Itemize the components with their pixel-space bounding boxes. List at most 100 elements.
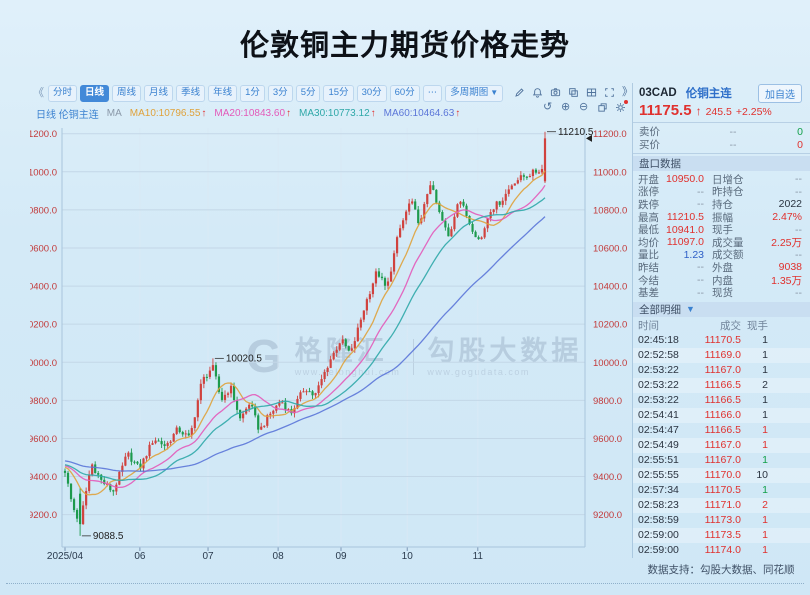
- legend-item: MA10:10796.55↑: [129, 108, 207, 119]
- stat-row: 量比 1.23 成交额 --: [638, 248, 802, 262]
- expand-right-icon[interactable]: 》: [622, 86, 633, 98]
- tab-多周期图[interactable]: 多周期图 ▼: [445, 85, 504, 102]
- stats-grid: 开盘 10950.0 日增仓 -- 涨停 -- 昨持仓 -- 跌停 -- 持仓 2022 最高 11210…: [633, 171, 810, 300]
- tab-日线[interactable]: 日线: [80, 85, 110, 102]
- quote-panel: 03CAD 伦铜主连 加自选 11175.5 ↑ 245.5 +2.25% 卖价…: [632, 83, 810, 558]
- svg-text:2025/04: 2025/04: [47, 551, 84, 562]
- quote-header: 03CAD 伦铜主连 加自选: [633, 83, 810, 103]
- price-up-arrow-icon: ↑: [695, 104, 702, 118]
- legend-item: MA30:10773.12↑: [299, 108, 376, 119]
- alert-icon[interactable]: [532, 87, 543, 98]
- svg-text:9400.0: 9400.0: [593, 472, 622, 483]
- ask-price: --: [729, 125, 737, 138]
- collapse-left-icon[interactable]: 《: [33, 86, 44, 99]
- trade-row: 02:55:55 11170.0 10: [633, 467, 810, 483]
- svg-text:11000.0: 11000.0: [30, 167, 57, 178]
- zoom-out-icon[interactable]: ⊖: [579, 101, 589, 113]
- tab-30分[interactable]: 30分: [356, 85, 387, 102]
- svg-text:9800.0: 9800.0: [593, 396, 622, 407]
- settings-icon[interactable]: [615, 100, 628, 113]
- tab-年线[interactable]: 年线: [208, 85, 238, 102]
- price-change: 245.5: [705, 106, 732, 118]
- trades-list: 02:45:18 11170.5 1 02:52:58 11169.0 1 02:53:22…: [633, 333, 810, 558]
- trade-row: 02:59:00 11173.5 1: [633, 527, 810, 543]
- svg-text:10400.0: 10400.0: [30, 282, 57, 293]
- svg-text:08: 08: [273, 551, 285, 562]
- tab-5分[interactable]: 5分: [295, 85, 321, 102]
- price-row: 11175.5 ↑ 245.5 +2.25%: [633, 102, 810, 123]
- candlestick-chart[interactable]: 2025/04 06 07 08 09 10 11 9200.0 9200.0 9400.0 940…: [30, 122, 632, 564]
- trade-row: 02:53:22 11167.0 1: [638, 364, 768, 377]
- candles: [63, 131, 547, 536]
- last-price: 11175.5: [639, 102, 692, 119]
- undo-icon[interactable]: ↺: [543, 101, 553, 113]
- tab-分时[interactable]: 分时: [48, 85, 78, 102]
- svg-text:10600.0: 10600.0: [593, 243, 627, 254]
- tab-15分[interactable]: 15分: [323, 85, 354, 102]
- tab-季线[interactable]: 季线: [176, 85, 206, 102]
- tab-1分[interactable]: 1分: [240, 85, 265, 102]
- watermark-divider: [413, 338, 415, 375]
- fullscreen-icon[interactable]: [604, 87, 615, 98]
- multi-screen-icon[interactable]: [586, 87, 597, 98]
- svg-text:9088.5: 9088.5: [93, 531, 124, 542]
- tab-3分[interactable]: 3分: [267, 85, 293, 102]
- svg-text:11200.0: 11200.0: [30, 129, 57, 140]
- ask-row: 卖价 -- 0: [633, 125, 810, 139]
- chart-legend: 日线 伦铜主连 MA MA10:10796.55↑ MA20:10843.60↑ M…: [36, 106, 460, 121]
- svg-text:10800.0: 10800.0: [30, 205, 57, 216]
- svg-text:10000.0: 10000.0: [593, 358, 627, 369]
- copy-icon[interactable]: [568, 87, 579, 98]
- svg-text:11: 11: [473, 551, 484, 562]
- draw-icon[interactable]: [514, 87, 525, 98]
- watermark-brand-url: www.gelonghui.com: [294, 366, 401, 377]
- ma-prefix: MA: [106, 108, 122, 119]
- ask-label: 卖价: [639, 126, 660, 138]
- series-label: 日线 伦铜主连: [36, 110, 99, 121]
- trade-row: 02:59:00 11174.0 1: [638, 544, 768, 557]
- stat-row: 开盘 10950.0 日增仓 --: [638, 173, 802, 186]
- screenshot-icon[interactable]: [550, 87, 561, 98]
- svg-text:9200.0: 9200.0: [30, 510, 57, 521]
- gelonghui-logo: G: [246, 330, 282, 382]
- stat-row: 均价 11097.0 成交量 2.25万: [638, 236, 802, 249]
- svg-text:9600.0: 9600.0: [593, 434, 622, 445]
- trade-row: 02:54:41 11166.0 1: [633, 407, 810, 423]
- bid-price: --: [729, 138, 737, 151]
- period-tabs: 分时 日线 周线 月线 季线 年线 1分 3分 5分 15分 30分 60分 ⋯ 多周期图 ▼: [48, 85, 504, 102]
- restore-icon[interactable]: [597, 102, 608, 113]
- stat-row: 基差 -- 现货 --: [638, 286, 802, 300]
- trade-row: 02:54:47 11166.5 1: [638, 424, 768, 437]
- detail-filter-dropdown[interactable]: 全部明细 ▼: [633, 301, 810, 317]
- svg-text:10: 10: [402, 551, 414, 562]
- svg-text:10200.0: 10200.0: [593, 320, 627, 331]
- svg-text:11210.5: 11210.5: [558, 127, 594, 138]
- add-watchlist-button[interactable]: 加自选: [758, 84, 802, 103]
- trade-row: 02:53:22 11166.5 2: [633, 377, 810, 393]
- trade-row: 02:53:22 11166.5 1: [638, 394, 768, 407]
- stat-row: 今结 -- 内盘 1.35万: [638, 274, 802, 287]
- tab-⋯[interactable]: ⋯: [422, 85, 443, 102]
- svg-text:10200.0: 10200.0: [30, 320, 57, 331]
- stat-row: 跌停 -- 持仓 2022: [638, 198, 802, 211]
- svg-text:10800.0: 10800.0: [593, 205, 627, 216]
- instrument-code: 03CAD: [639, 86, 677, 99]
- instrument-name: 伦铜主连: [685, 87, 732, 100]
- watermark-data-brand: 勾股大数据: [427, 335, 583, 366]
- chart-toolbar: 《 分时 日线 周线 月线 季线 年线 1分 3分 5分 15分 30分 60分 ⋯ 多周期图 ▼: [33, 85, 504, 102]
- zoom-in-icon[interactable]: ⊕: [561, 101, 571, 113]
- bid-row: 买价 -- 0: [633, 138, 810, 152]
- tab-月线[interactable]: 月线: [144, 85, 174, 102]
- ask-qty: 0: [797, 125, 803, 138]
- tab-周线[interactable]: 周线: [112, 85, 142, 102]
- trade-row: 02:58:23 11171.0 2: [633, 497, 810, 513]
- svg-text:9400.0: 9400.0: [30, 472, 57, 483]
- svg-text:10400.0: 10400.0: [593, 282, 627, 293]
- stat-row: 最高 11210.5 振幅 2.47%: [638, 211, 802, 224]
- stat-row: 昨结 -- 外盘 9038: [638, 261, 802, 274]
- svg-text:11200.0: 11200.0: [593, 129, 627, 140]
- trade-row: 02:52:58 11169.0 1: [633, 347, 810, 363]
- tab-60分[interactable]: 60分: [389, 85, 420, 102]
- trade-row: 02:57:34 11170.5 1: [638, 484, 768, 497]
